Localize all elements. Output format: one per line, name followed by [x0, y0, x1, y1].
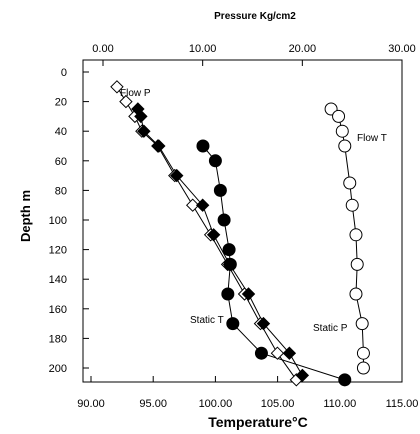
- point-static_p: [195, 198, 210, 212]
- annotation-static_p: Static P: [313, 323, 348, 334]
- top-tick-label: 0.00: [92, 43, 113, 55]
- point-flow_t: [355, 317, 369, 331]
- point-static_t: [208, 154, 222, 168]
- y-tick-label: 60: [55, 156, 67, 168]
- plot-layer: 0 20 40 60 80 100 120 140 160 180 200 0.00 10.00 20.0…: [49, 43, 419, 410]
- point-static_t: [196, 139, 210, 153]
- point-static_t: [213, 183, 227, 197]
- top-tick-label: 30.00: [388, 43, 416, 55]
- point-static_p: [241, 287, 256, 301]
- point-static_t: [222, 243, 236, 257]
- point-flow_t: [335, 124, 349, 138]
- point-flow_p: [270, 346, 285, 360]
- top-tick-label: 10.00: [189, 43, 217, 55]
- point-flow_t: [350, 257, 364, 271]
- y-tick-label: 120: [49, 245, 67, 257]
- point-static_t: [338, 373, 352, 387]
- point-static_p: [256, 316, 271, 331]
- top-tick-label: 20.00: [289, 43, 317, 55]
- point-flow_p: [110, 80, 124, 94]
- point-static_t: [226, 317, 240, 331]
- point-static_t: [217, 213, 231, 227]
- point-static_p: [137, 124, 151, 138]
- point-static_p: [170, 168, 184, 183]
- point-static_p: [295, 368, 310, 383]
- point-static_t: [221, 287, 235, 301]
- point-flow_t: [349, 287, 363, 301]
- point-static_p: [282, 346, 297, 360]
- annotation-flow_p: Flow P: [120, 88, 151, 99]
- point-flow_t: [356, 361, 370, 375]
- y-tick-label: 140: [49, 274, 67, 286]
- y-tick-label: 20: [55, 97, 67, 109]
- point-flow_t: [356, 346, 370, 360]
- point-flow_t: [332, 109, 346, 123]
- point-static_p: [134, 109, 148, 124]
- point-flow_p: [119, 94, 133, 109]
- y-axis-title: Depth m: [18, 190, 33, 242]
- point-flow_t: [349, 228, 363, 242]
- bottom-tick-label: 90.00: [77, 398, 105, 410]
- point-static_p: [206, 228, 221, 242]
- bottom-tick-label: 100.00: [199, 398, 233, 410]
- point-flow_t: [343, 176, 357, 190]
- y-tick-label: 0: [61, 67, 67, 79]
- y-tick-label: 100: [49, 215, 67, 227]
- series-line-static_t: [202, 145, 345, 381]
- bottom-tick-label: 115.00: [386, 398, 419, 410]
- annotation-static_t: Static T: [190, 315, 224, 326]
- point-flow_t: [338, 139, 352, 153]
- point-static_t: [254, 346, 268, 360]
- plot-frame: [82, 59, 403, 383]
- y-tick-label: 180: [49, 333, 67, 345]
- y-tick-label: 160: [49, 304, 67, 316]
- point-flow_p: [185, 198, 200, 212]
- point-flow_t: [345, 198, 359, 212]
- y-tick-label: 200: [49, 363, 67, 375]
- bottom-axis-title: Temperature°C: [208, 414, 307, 430]
- bottom-tick-label: 110.00: [323, 398, 356, 410]
- top-axis-title: Pressure Kg/cm2: [214, 11, 296, 22]
- y-tick-label: 40: [55, 126, 67, 138]
- point-static_p: [152, 139, 166, 153]
- bottom-tick-label: 95.00: [139, 398, 167, 410]
- bottom-tick-label: 105.00: [261, 398, 295, 410]
- annotation-flow_t: Flow T: [357, 133, 387, 144]
- y-tick-label: 80: [55, 185, 67, 197]
- point-static_t: [223, 257, 237, 271]
